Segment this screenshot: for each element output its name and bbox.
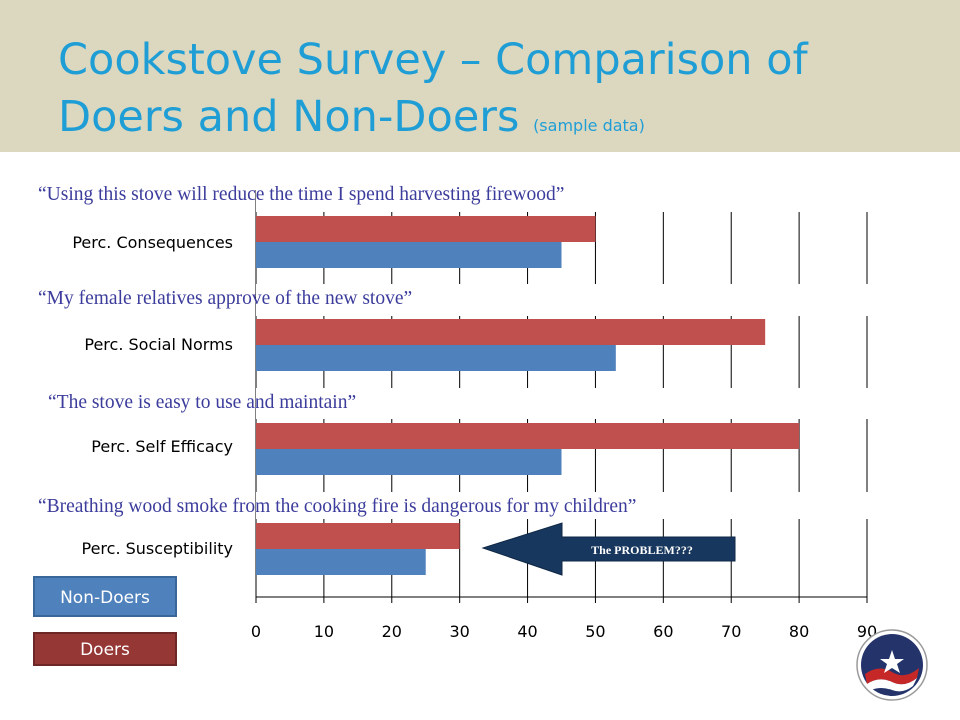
quote-band-0: [256, 180, 868, 212]
quote-social-norms: “My female relatives approve of the new …: [38, 288, 413, 309]
title-line-2: Doers and Non-Doers: [58, 92, 520, 142]
quote-band-3: [256, 492, 868, 519]
x-tick-label-80: 80: [789, 622, 809, 641]
title-line-1: Cookstove Survey – Comparison of: [58, 35, 808, 85]
x-tick-label-10: 10: [314, 622, 334, 641]
x-tick-label-60: 60: [653, 622, 673, 641]
bar-doers-0: [256, 216, 596, 242]
category-label-0: Perc. Consequences: [72, 233, 233, 252]
bar-doers-1: [256, 319, 766, 345]
x-tick-label-70: 70: [721, 622, 741, 641]
quote-consequences: “Using this stove will reduce the time I…: [38, 184, 565, 205]
quote-band-2: [256, 388, 868, 419]
title-subtitle: (sample data): [533, 116, 645, 135]
x-tick-label-40: 40: [517, 622, 537, 641]
bar-nondoers-0: [256, 242, 562, 268]
slide-title: Cookstove Survey – Comparison of Doers a…: [58, 32, 938, 146]
bar-doers-3: [256, 523, 460, 549]
bar-nondoers-1: [256, 345, 616, 371]
bar-doers-2: [256, 423, 800, 449]
category-label-1: Perc. Social Norms: [84, 335, 233, 354]
legend-nondoers: Non-Doers: [33, 576, 177, 617]
category-label-2: Perc. Self Efficacy: [91, 437, 233, 456]
problem-annotation: The PROBLEM???: [591, 543, 693, 557]
problem-arrow: [481, 522, 736, 576]
bar-nondoers-3: [256, 549, 426, 575]
quote-band-1: [256, 284, 868, 316]
quote-self-efficacy: “The stove is easy to use and maintain”: [48, 392, 357, 413]
peace-corps-logo: [856, 629, 928, 701]
category-label-3: Perc. Susceptibility: [82, 539, 234, 558]
quote-susceptibility: “Breathing wood smoke from the cooking f…: [38, 496, 637, 517]
x-tick-label-30: 30: [449, 622, 469, 641]
x-tick-label-0: 0: [251, 622, 261, 641]
title-banner: [0, 0, 960, 152]
legend-doers: Doers: [33, 632, 177, 666]
x-tick-label-50: 50: [585, 622, 605, 641]
bar-nondoers-2: [256, 449, 562, 475]
x-tick-label-20: 20: [382, 622, 402, 641]
